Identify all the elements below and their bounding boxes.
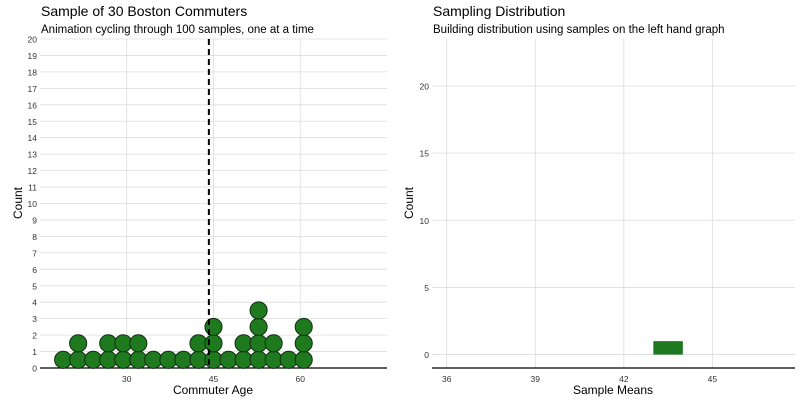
right-grid (432, 39, 795, 368)
left-x-axis-label: Commuter Age (173, 383, 253, 397)
left-y-tick-label: 13 (28, 150, 38, 160)
right-y-tick-label: 15 (420, 149, 430, 159)
left-x-tick-label: 60 (296, 374, 306, 384)
right-panel: Sampling Distribution Building distribut… (402, 3, 795, 397)
right-y-tick-label: 10 (420, 216, 430, 226)
dot (249, 301, 268, 320)
dot (69, 334, 88, 353)
left-y-tick-label: 16 (28, 100, 38, 110)
left-y-tick-label: 9 (32, 215, 37, 225)
right-title: Sampling Distribution (433, 3, 565, 19)
histogram-bar (653, 341, 683, 355)
right-bars (653, 341, 683, 355)
left-title: Sample of 30 Boston Commuters (41, 3, 247, 19)
left-y-tick-label: 19 (28, 51, 38, 61)
left-y-tick-label: 15 (28, 117, 38, 127)
left-y-tick-label: 14 (28, 133, 38, 143)
right-y-tick-label: 5 (424, 283, 429, 293)
left-x-tick-label: 30 (122, 374, 132, 384)
left-y-tick-label: 11 (28, 183, 37, 193)
left-x-tick-label: 45 (209, 374, 219, 384)
left-y-tick-label: 5 (32, 281, 37, 291)
right-y-tick-label: 0 (424, 350, 429, 360)
left-y-tick-label: 7 (32, 248, 37, 258)
right-x-axis-label: Sample Means (573, 383, 653, 397)
right-x-tick-label: 45 (708, 374, 718, 384)
dot (249, 317, 268, 336)
left-y-tick-label: 1 (32, 347, 37, 357)
left-y-tick-label: 18 (28, 67, 38, 77)
dot (129, 334, 148, 353)
left-y-tick-label: 20 (28, 35, 38, 45)
left-y-tick-label: 10 (28, 199, 38, 209)
right-x-tick-label: 36 (442, 374, 452, 384)
left-x-tick-labels: 30 45 60 (122, 374, 305, 384)
right-y-tick-labels: 0 5 10 15 20 (420, 82, 430, 361)
right-x-tick-labels: 36 39 42 45 (442, 374, 717, 384)
left-y-tick-label: 17 (28, 84, 38, 94)
dot (204, 334, 223, 353)
right-x-tick-label: 39 (531, 374, 541, 384)
left-y-tick-label: 8 (32, 232, 37, 242)
dot (204, 317, 223, 336)
left-subtitle: Animation cycling through 100 samples, o… (41, 24, 314, 36)
left-y-tick-label: 3 (32, 314, 37, 324)
dot (264, 334, 283, 353)
left-y-tick-label: 12 (28, 166, 38, 176)
left-y-axis-label: Count (11, 186, 25, 219)
left-y-tick-label: 6 (32, 265, 37, 275)
right-subtitle: Building distribution using samples on t… (433, 24, 725, 36)
right-y-tick-label: 20 (420, 82, 430, 92)
dot (294, 334, 313, 353)
left-y-tick-label: 0 (32, 364, 37, 374)
left-panel: Sample of 30 Boston Commuters Animation … (11, 3, 387, 397)
right-x-tick-label: 42 (619, 374, 629, 384)
dot (294, 350, 313, 369)
left-y-tick-label: 2 (32, 331, 37, 341)
dot (294, 317, 313, 336)
right-y-axis-label: Count (402, 186, 416, 219)
left-y-tick-label: 4 (32, 298, 37, 308)
left-grid (40, 38, 387, 369)
